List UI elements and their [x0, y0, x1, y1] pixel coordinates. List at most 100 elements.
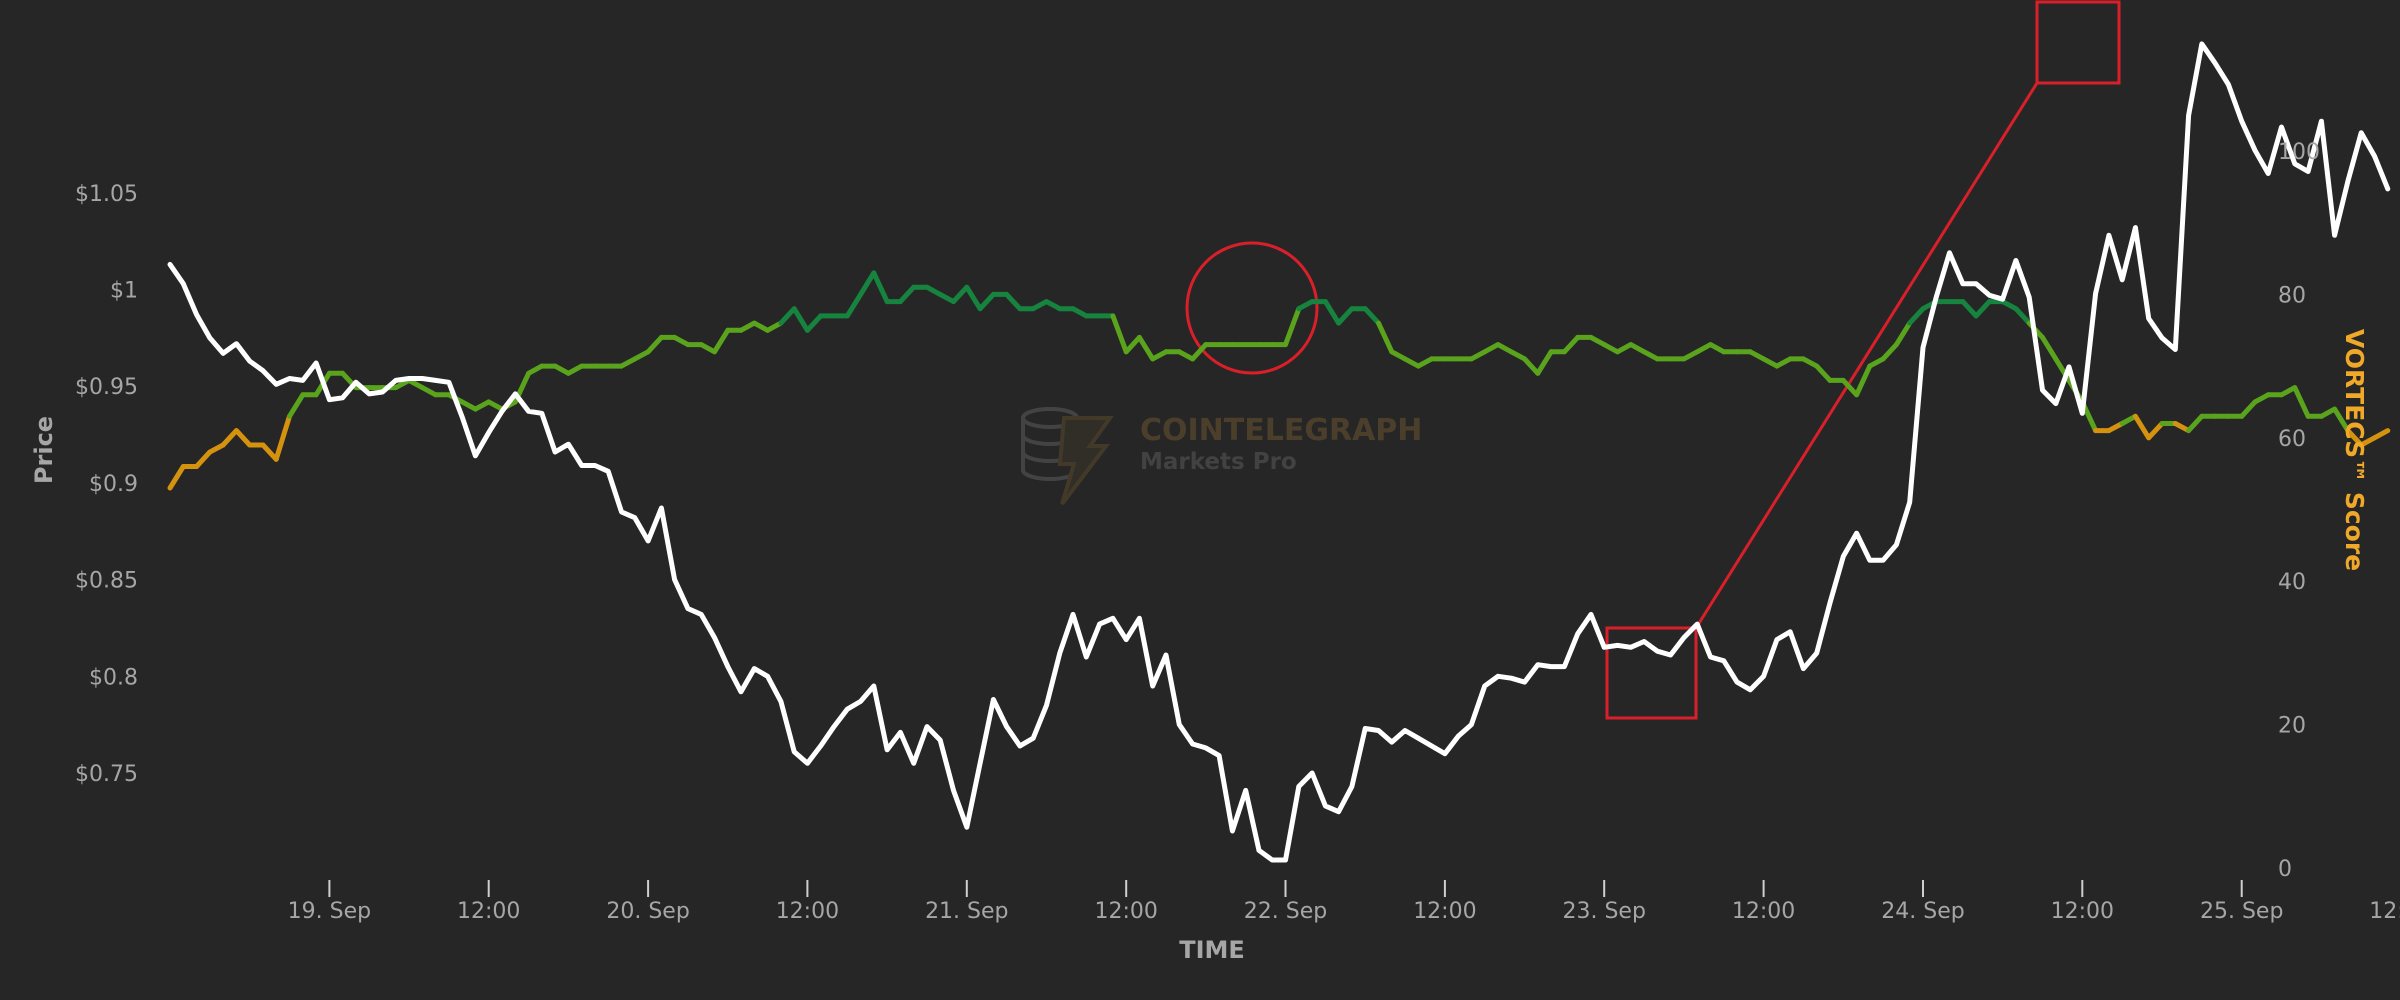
score-segment: [1708, 342, 1727, 355]
annotations: [1185, 0, 2121, 720]
score-segment: [2013, 306, 2032, 326]
score-segment: [1601, 342, 1620, 355]
score-segment: [738, 320, 757, 333]
score-segment: [2279, 385, 2298, 398]
score-segment: [858, 270, 877, 297]
score-segment: [645, 334, 664, 355]
score-segment: [1840, 377, 1860, 398]
score-segment: [751, 320, 771, 333]
time-tick-label: 12:00: [2051, 899, 2114, 924]
score-segment: [1044, 299, 1063, 312]
score-tick-label: 100: [2278, 140, 2320, 165]
score-segment: [2132, 413, 2152, 441]
score-segment: [964, 284, 983, 312]
annotation-connector: [1694, 82, 2039, 629]
score-tick-label: 40: [2278, 570, 2306, 595]
score-segment: [287, 392, 306, 419]
score-segment: [1761, 356, 1780, 369]
score-segment: [619, 356, 638, 369]
time-tick-label: 12:00: [776, 899, 839, 924]
price-tick-label: $1.05: [75, 182, 138, 207]
time-tick-label: 12:00: [1732, 899, 1795, 924]
time-axis: 19. Sep 12:00 20. Sep 12:00 21. Sep 12:00 22. …: [288, 880, 2400, 924]
time-axis-title: TIME: [1179, 936, 1245, 964]
score-segment: [1907, 306, 1926, 326]
score-segment: [924, 284, 943, 297]
score-segment: [1588, 334, 1607, 348]
annotation-circle: [1185, 241, 1319, 375]
score-segment: [1190, 342, 1209, 362]
score-segment: [2358, 435, 2377, 448]
score-axis-title: VORTECS™ Score: [2340, 329, 2369, 571]
score-segment: [459, 399, 478, 412]
score-segment: [1136, 334, 1156, 362]
time-tick-label: 12:00: [2369, 899, 2400, 924]
score-segment: [1628, 342, 1647, 355]
time-tick-label: 12:00: [1094, 899, 1157, 924]
score-segment: [472, 399, 492, 412]
score-segment: [791, 306, 810, 333]
score-segment: [1402, 356, 1421, 369]
time-tick-label: 23. Sep: [1562, 899, 1645, 924]
score-segment: [2292, 385, 2311, 419]
price-line: [167, 41, 2391, 863]
time-tick-label: 12:00: [1413, 899, 1476, 924]
score-segment: [897, 284, 917, 305]
score-segment: [937, 291, 956, 305]
score-segment: [1030, 299, 1049, 312]
score-tick-label: 80: [2278, 283, 2306, 308]
score-segment: [1376, 320, 1395, 355]
time-tick-label: 24. Sep: [1881, 899, 1964, 924]
price-axis: $0.75 $0.8 $0.85 $0.9 $0.95 $1 $1.05: [75, 182, 138, 787]
annotation-box-high: [2035, 0, 2121, 85]
coin-stack-icon: [1021, 407, 1114, 506]
score-segment: [2000, 299, 2019, 312]
score-segment: [1814, 363, 1833, 383]
score-segment: [1893, 320, 1913, 348]
score-segment: [1960, 299, 1979, 319]
score-segment: [486, 399, 505, 412]
score-segment: [1495, 342, 1514, 355]
score-segment: [1747, 349, 1767, 362]
score-segment: [765, 320, 784, 333]
score-segment: [1880, 342, 1899, 362]
score-tick-label: 20: [2278, 714, 2306, 739]
time-tick-label: 12:00: [457, 899, 520, 924]
score-segment: [871, 270, 890, 305]
score-segment: [2345, 428, 2364, 448]
score-segment: [526, 363, 545, 376]
time-tick-label: 19. Sep: [288, 899, 371, 924]
price-tick-label: $0.9: [89, 472, 138, 497]
score-segment: [1415, 356, 1435, 369]
score-segment: [844, 291, 864, 319]
score-segment: [1641, 349, 1660, 362]
score-segment: [406, 377, 425, 391]
score-segment: [1150, 349, 1169, 362]
time-tick-label: 22. Sep: [1244, 899, 1327, 924]
price-tick-label: $1: [110, 279, 138, 304]
score-segment: [1322, 299, 1342, 326]
score-segment: [2146, 421, 2165, 441]
score-segment: [804, 313, 824, 333]
score-segment: [2040, 334, 2059, 362]
price-tick-label: $0.8: [89, 665, 138, 690]
score-segment: [778, 306, 797, 326]
score-segment: [1070, 306, 1089, 319]
score-segment: [233, 428, 253, 448]
score-segment: [2119, 413, 2138, 426]
watermark-sub: Markets Pro: [1140, 449, 1297, 475]
score-segment: [1123, 334, 1142, 355]
price-tick-label: $0.85: [75, 569, 138, 594]
score-segment: [1535, 349, 1554, 376]
score-segment: [1973, 299, 1992, 319]
score-segment: [2372, 428, 2391, 441]
score-segment: [2332, 406, 2351, 434]
time-tick-label: 20. Sep: [606, 899, 689, 924]
score-segment: [1110, 313, 1129, 355]
watermark-brand: COINTELEGRAPH: [1140, 413, 1422, 448]
score-segment: [977, 291, 996, 312]
score-segment: [951, 284, 970, 305]
score-segment: [1800, 356, 1820, 369]
price-tick-label: $0.75: [75, 762, 138, 787]
